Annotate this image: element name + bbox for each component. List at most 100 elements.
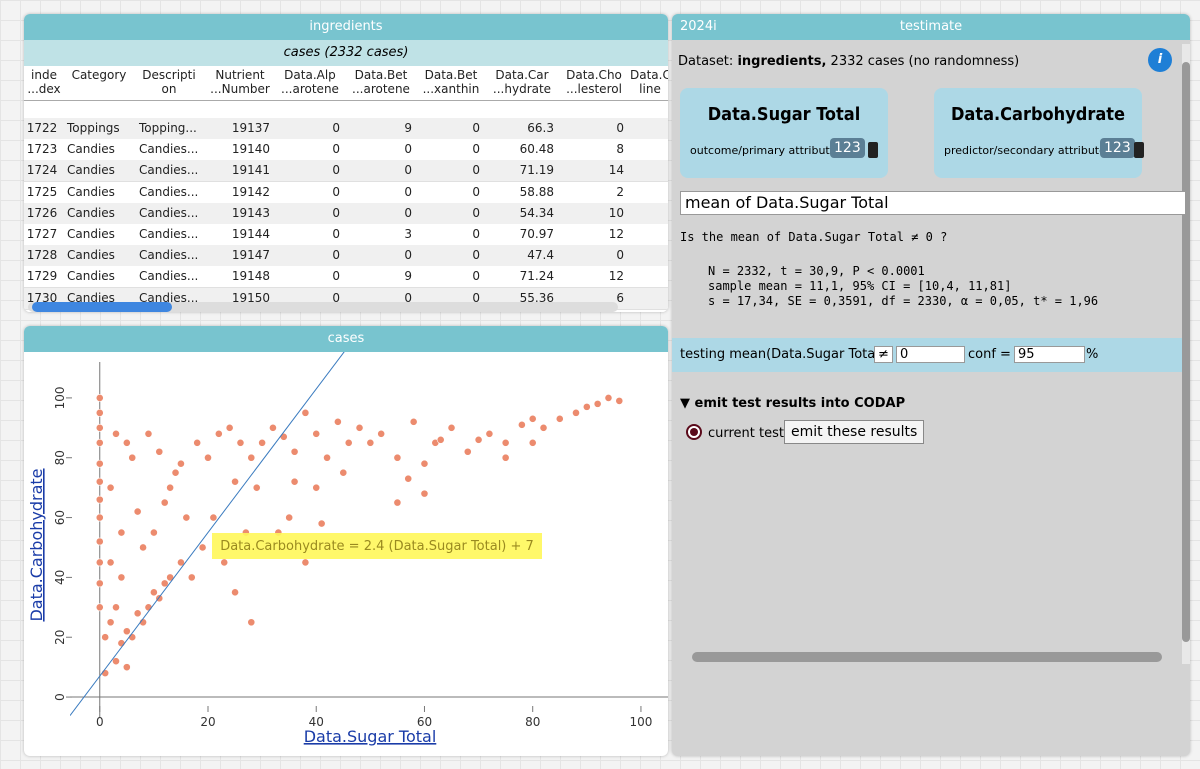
point[interactable] — [95, 579, 104, 588]
point[interactable] — [187, 573, 196, 582]
point[interactable] — [149, 588, 158, 597]
column-header[interactable]: Data.Bet ...arotene — [346, 68, 416, 96]
point[interactable] — [198, 543, 207, 552]
point[interactable] — [204, 453, 212, 462]
point[interactable] — [285, 513, 294, 522]
point[interactable] — [112, 429, 120, 438]
point[interactable] — [420, 459, 429, 468]
column-header[interactable]: Data.Bet ...xanthin — [418, 68, 484, 96]
point[interactable] — [258, 438, 267, 447]
x-axis-label[interactable]: Data.Sugar Total — [304, 727, 437, 746]
type-badge[interactable]: 123 — [830, 138, 865, 158]
point[interactable] — [344, 438, 353, 447]
point[interactable] — [117, 573, 126, 582]
point[interactable] — [128, 633, 137, 642]
point[interactable] — [339, 468, 348, 477]
point[interactable] — [177, 459, 185, 468]
point[interactable] — [95, 558, 104, 567]
h-scrollbar[interactable] — [692, 652, 1162, 662]
point[interactable] — [133, 609, 142, 618]
point[interactable] — [231, 588, 239, 597]
point[interactable] — [122, 438, 131, 447]
point[interactable] — [355, 423, 364, 432]
point[interactable] — [95, 513, 104, 522]
point[interactable] — [420, 489, 429, 498]
point[interactable] — [333, 417, 342, 426]
y-axis-label[interactable]: Data.Carbohydrate — [27, 468, 46, 621]
dataset-name[interactable]: ingredients, — [737, 54, 827, 69]
point[interactable] — [95, 537, 104, 546]
point[interactable] — [209, 513, 218, 522]
trash-icon[interactable] — [1134, 142, 1144, 158]
point[interactable] — [220, 558, 229, 567]
point[interactable] — [128, 453, 137, 462]
point[interactable] — [95, 423, 104, 432]
point[interactable] — [301, 408, 310, 417]
point[interactable] — [117, 639, 126, 648]
point[interactable] — [112, 657, 120, 666]
point[interactable] — [317, 519, 326, 528]
point[interactable] — [106, 483, 115, 492]
column-header[interactable]: Category — [64, 68, 134, 96]
column-header[interactable]: Nutrient ...Number — [204, 68, 276, 96]
point[interactable] — [377, 429, 386, 438]
point[interactable] — [393, 498, 402, 507]
v-scroll-thumb[interactable] — [1182, 62, 1190, 642]
point[interactable] — [582, 402, 591, 411]
point[interactable] — [247, 618, 256, 627]
column-header[interactable]: Data.Car ...hydrate — [486, 68, 558, 96]
point[interactable] — [139, 543, 147, 552]
predictor-card[interactable]: Data.Carbohydrate predictor/secondary at… — [934, 88, 1144, 178]
point[interactable] — [177, 558, 185, 567]
column-header[interactable]: Data.Cho ...lesterol — [560, 68, 628, 96]
point[interactable] — [290, 447, 299, 456]
point[interactable] — [301, 558, 310, 567]
point[interactable] — [593, 399, 602, 408]
point[interactable] — [528, 414, 537, 423]
point[interactable] — [604, 393, 613, 402]
point[interactable] — [393, 453, 402, 462]
point[interactable] — [149, 528, 158, 537]
point[interactable] — [615, 396, 624, 405]
point[interactable] — [171, 468, 180, 477]
point[interactable] — [166, 483, 175, 492]
point[interactable] — [555, 414, 564, 423]
point[interactable] — [252, 483, 261, 492]
point[interactable] — [95, 393, 104, 402]
point[interactable] — [517, 420, 526, 429]
point[interactable] — [231, 477, 239, 486]
point[interactable] — [112, 603, 120, 612]
point[interactable] — [144, 429, 153, 438]
point[interactable] — [528, 438, 537, 447]
point[interactable] — [106, 618, 115, 627]
point[interactable] — [404, 474, 413, 483]
point[interactable] — [279, 432, 288, 441]
point[interactable] — [160, 498, 169, 507]
point[interactable] — [290, 477, 299, 486]
column-header[interactable]: inde ...dex — [26, 68, 62, 96]
point[interactable] — [193, 438, 202, 447]
point[interactable] — [323, 453, 331, 462]
point[interactable] — [155, 447, 164, 456]
point[interactable] — [501, 438, 510, 447]
operator-button[interactable]: ≠ — [874, 346, 893, 363]
point[interactable] — [312, 483, 321, 492]
point[interactable] — [463, 447, 472, 456]
point[interactable] — [95, 438, 104, 447]
point[interactable] — [214, 429, 223, 438]
point[interactable] — [485, 429, 494, 438]
point[interactable] — [95, 459, 104, 468]
point[interactable] — [95, 408, 104, 417]
point[interactable] — [133, 507, 142, 516]
point[interactable] — [447, 423, 456, 432]
point[interactable] — [106, 558, 115, 567]
outcome-card[interactable]: Data.Sugar Total outcome/primary attribu… — [680, 88, 888, 178]
point[interactable] — [95, 495, 104, 504]
point[interactable] — [160, 579, 169, 588]
point[interactable] — [101, 669, 110, 678]
h-scrollbar[interactable] — [28, 302, 618, 312]
emit-button[interactable]: emit these results — [784, 420, 925, 444]
column-header[interactable]: Data.C line — [630, 68, 668, 96]
point[interactable] — [269, 423, 277, 432]
point[interactable] — [225, 423, 234, 432]
